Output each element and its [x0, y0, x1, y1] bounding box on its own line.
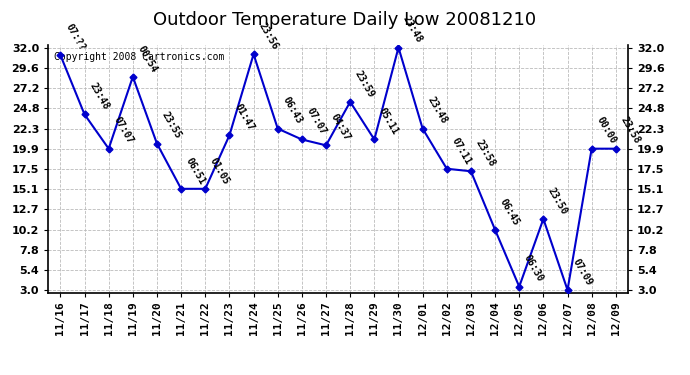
Text: 00:54: 00:54: [136, 44, 159, 74]
Text: 05:11: 05:11: [377, 106, 400, 137]
Text: 23:58: 23:58: [619, 116, 642, 146]
Text: 06:30: 06:30: [522, 254, 545, 284]
Text: 23:50: 23:50: [546, 186, 569, 216]
Text: 07:07: 07:07: [305, 106, 328, 137]
Text: 07:09: 07:09: [571, 257, 593, 287]
Text: 07:07: 07:07: [112, 116, 135, 146]
Text: 00:00: 00:00: [595, 116, 618, 146]
Text: 23:48: 23:48: [426, 95, 449, 126]
Text: 06:45: 06:45: [498, 196, 521, 227]
Text: 04:37: 04:37: [329, 112, 352, 142]
Text: Outdoor Temperature Daily Low 20081210: Outdoor Temperature Daily Low 20081210: [153, 11, 537, 29]
Text: Copyright 2008 Cartronics.com: Copyright 2008 Cartronics.com: [54, 53, 224, 62]
Text: 23:55: 23:55: [160, 111, 183, 141]
Text: 06:51: 06:51: [184, 156, 207, 186]
Text: 23:58: 23:58: [474, 138, 497, 168]
Text: 23:59: 23:59: [353, 69, 376, 99]
Text: 23:48: 23:48: [88, 81, 110, 112]
Text: 23:56: 23:56: [257, 21, 279, 51]
Text: 06:43: 06:43: [281, 95, 304, 126]
Text: 01:47: 01:47: [233, 102, 255, 132]
Text: 07:11: 07:11: [450, 135, 473, 166]
Text: 07:??: 07:??: [63, 22, 86, 52]
Text: 23:48: 23:48: [402, 14, 424, 45]
Text: 01:05: 01:05: [208, 156, 231, 186]
